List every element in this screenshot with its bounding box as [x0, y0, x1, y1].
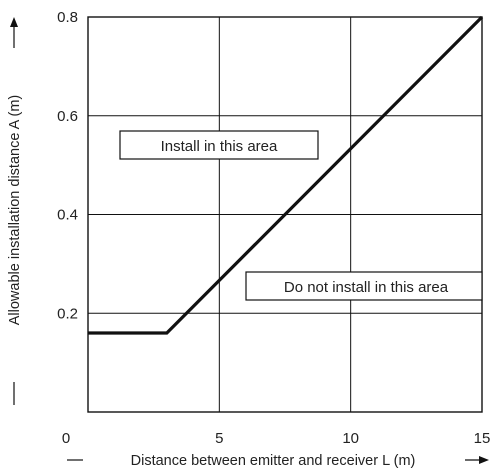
- y-tick-label: 0.4: [57, 207, 78, 224]
- x-tick-label: 15: [474, 430, 491, 447]
- boundary-line: [88, 15, 484, 335]
- y-axis-label: Allowable installation distance A (m): [7, 95, 23, 326]
- install-area-label: Install in this area: [119, 130, 319, 160]
- x-tick-label: 10: [342, 430, 359, 447]
- x-tick-label: 5: [215, 430, 223, 447]
- install-area-text: Install in this area: [161, 138, 278, 155]
- x-axis-title: Distance between emitter and receiver L …: [67, 453, 489, 468]
- x-tick-label: 0: [62, 430, 70, 447]
- do-not-install-area-label: Do not install in this area: [245, 271, 483, 301]
- do-not-install-area-text: Do not install in this area: [284, 279, 449, 296]
- x-axis-label: Distance between emitter and receiver L …: [131, 453, 416, 468]
- y-tick-label: 0.8: [57, 9, 78, 26]
- y-tick-label: 0.2: [57, 305, 78, 322]
- x-tick-labels: 0 5 10 15: [62, 430, 491, 447]
- plot-frame: [87, 16, 483, 413]
- y-axis-title: Allowable installation distance A (m): [7, 17, 23, 405]
- grid-lines: [88, 17, 482, 412]
- y-tick-label: 0.6: [57, 108, 78, 125]
- y-tick-labels: 0.2 0.4 0.6 0.8: [57, 9, 78, 322]
